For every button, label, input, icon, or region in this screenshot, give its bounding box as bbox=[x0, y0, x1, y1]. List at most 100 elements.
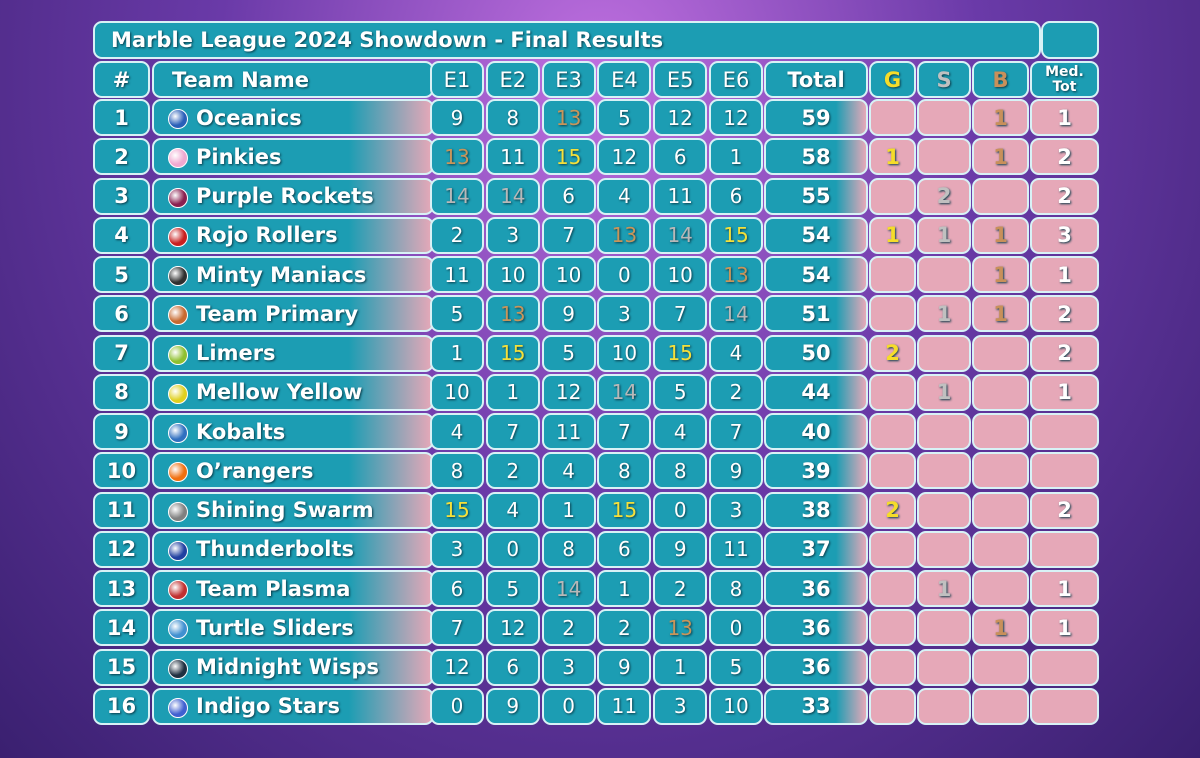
score-cell: 11 bbox=[709, 530, 763, 568]
score-cell: 6 bbox=[541, 177, 596, 215]
rank: 7 bbox=[93, 334, 150, 372]
score-cell bbox=[869, 177, 916, 215]
score-cell bbox=[917, 452, 971, 490]
score-cell: 5 bbox=[430, 295, 484, 333]
score-cell: 39 bbox=[764, 452, 868, 490]
score-cell bbox=[972, 530, 1029, 568]
team-name: Minty Maniacs bbox=[152, 256, 434, 293]
score-cell: 1 bbox=[709, 138, 763, 176]
score-cell: 2 bbox=[869, 334, 916, 372]
score-cell: 12 bbox=[430, 648, 484, 686]
score-cell: 13 bbox=[485, 295, 540, 333]
rank: 13 bbox=[93, 570, 150, 607]
score-cell: 13 bbox=[709, 256, 763, 293]
team-name: Kobalts bbox=[152, 413, 434, 450]
marble-icon bbox=[168, 658, 188, 679]
marble-icon bbox=[168, 344, 188, 365]
score-cell: 10 bbox=[709, 687, 763, 725]
score-cell: 36 bbox=[764, 648, 868, 686]
team-name: Midnight Wisps bbox=[152, 648, 434, 686]
score-cell: 11 bbox=[653, 177, 708, 215]
score-cell bbox=[972, 648, 1029, 686]
column-header: Med. Tot bbox=[1030, 61, 1099, 98]
score-cell: 58 bbox=[764, 138, 868, 176]
score-cell bbox=[917, 413, 971, 450]
column-header: Team Name bbox=[152, 61, 434, 98]
score-cell: 2 bbox=[541, 609, 596, 647]
score-cell bbox=[1030, 687, 1099, 725]
team-name: Limers bbox=[152, 334, 434, 372]
score-cell: 4 bbox=[430, 413, 484, 450]
score-cell: 8 bbox=[430, 452, 484, 490]
score-cell: 50 bbox=[764, 334, 868, 372]
marble-icon bbox=[168, 462, 188, 483]
team-name: Indigo Stars bbox=[152, 687, 434, 725]
score-cell: 3 bbox=[485, 216, 540, 254]
score-cell: 0 bbox=[485, 530, 540, 568]
title-bar-end bbox=[1041, 21, 1099, 59]
team-name: Oceanics bbox=[152, 99, 434, 136]
marble-icon bbox=[168, 148, 188, 169]
score-cell: 14 bbox=[653, 216, 708, 254]
score-cell: 15 bbox=[430, 491, 484, 529]
score-cell: 10 bbox=[485, 256, 540, 293]
title: Marble League 2024 Showdown - Final Resu… bbox=[111, 28, 664, 52]
score-cell: 9 bbox=[485, 687, 540, 725]
score-cell: 14 bbox=[541, 570, 596, 607]
score-cell: 1 bbox=[1030, 609, 1099, 647]
score-cell: 14 bbox=[430, 177, 484, 215]
score-cell: 5 bbox=[709, 648, 763, 686]
column-header: S bbox=[917, 61, 971, 98]
score-cell bbox=[1030, 530, 1099, 568]
score-cell: 8 bbox=[597, 452, 652, 490]
score-cell: 1 bbox=[597, 570, 652, 607]
score-cell bbox=[917, 609, 971, 647]
score-cell bbox=[869, 452, 916, 490]
score-cell: 1 bbox=[485, 373, 540, 411]
score-cell: 55 bbox=[764, 177, 868, 215]
score-cell: 0 bbox=[709, 609, 763, 647]
score-cell: 36 bbox=[764, 570, 868, 607]
score-cell bbox=[869, 256, 916, 293]
score-cell bbox=[917, 138, 971, 176]
score-cell bbox=[869, 530, 916, 568]
score-cell: 1 bbox=[917, 216, 971, 254]
score-cell: 12 bbox=[541, 373, 596, 411]
team-name: Mellow Yellow bbox=[152, 373, 434, 411]
score-cell: 10 bbox=[597, 334, 652, 372]
team-name: Thunderbolts bbox=[152, 530, 434, 568]
rank: 1 bbox=[93, 99, 150, 136]
score-cell: 11 bbox=[430, 256, 484, 293]
score-cell: 0 bbox=[430, 687, 484, 725]
score-cell: 9 bbox=[709, 452, 763, 490]
score-cell bbox=[917, 648, 971, 686]
score-cell: 9 bbox=[653, 530, 708, 568]
score-cell bbox=[972, 177, 1029, 215]
score-cell: 0 bbox=[597, 256, 652, 293]
marble-icon bbox=[168, 109, 188, 129]
score-cell: 7 bbox=[485, 413, 540, 450]
column-header: G bbox=[869, 61, 916, 98]
score-cell: 12 bbox=[485, 609, 540, 647]
rank: 11 bbox=[93, 491, 150, 529]
rank: 4 bbox=[93, 216, 150, 254]
marble-icon bbox=[168, 266, 188, 286]
score-cell: 0 bbox=[653, 491, 708, 529]
score-cell: 1 bbox=[653, 648, 708, 686]
marble-icon bbox=[168, 580, 188, 600]
score-cell: 7 bbox=[653, 295, 708, 333]
score-cell: 6 bbox=[430, 570, 484, 607]
score-cell: 1 bbox=[869, 216, 916, 254]
score-cell: 3 bbox=[1030, 216, 1099, 254]
marble-icon bbox=[168, 383, 188, 404]
score-cell bbox=[972, 452, 1029, 490]
score-cell bbox=[869, 373, 916, 411]
column-header: Total bbox=[764, 61, 868, 98]
score-cell: 51 bbox=[764, 295, 868, 333]
score-cell bbox=[972, 687, 1029, 725]
score-cell: 7 bbox=[430, 609, 484, 647]
score-cell: 12 bbox=[709, 99, 763, 136]
score-cell bbox=[869, 295, 916, 333]
marble-icon bbox=[168, 305, 188, 326]
marble-icon bbox=[168, 423, 188, 443]
